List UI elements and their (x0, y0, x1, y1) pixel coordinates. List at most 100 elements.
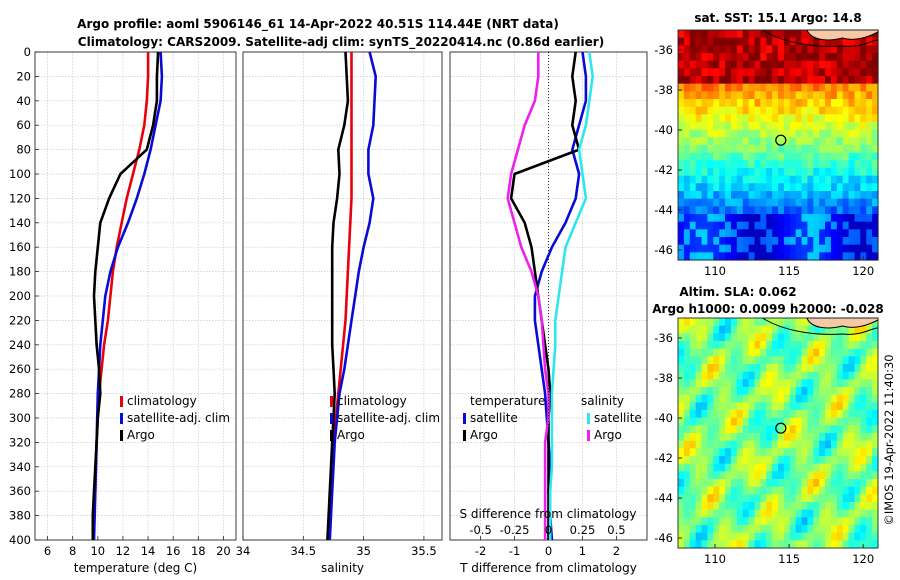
map-cell (736, 448, 744, 457)
map-cell (778, 206, 785, 215)
map-cell (778, 440, 785, 449)
map-cell (854, 333, 861, 342)
map-cell (795, 417, 803, 426)
map-cell (836, 417, 844, 426)
map-cell (836, 325, 844, 334)
map-cell (719, 191, 726, 200)
map-cell (748, 502, 756, 511)
x-tick-label: 20 (216, 544, 231, 558)
map-cell (848, 486, 856, 495)
map-cell (825, 494, 832, 503)
map-cell (848, 183, 856, 192)
map-cell (683, 463, 691, 472)
map-cell (719, 221, 726, 230)
map-cell (678, 509, 685, 518)
map-cell (801, 99, 809, 108)
map-cell (854, 456, 861, 465)
map-cell (754, 371, 761, 380)
map-cell (742, 137, 750, 146)
map-cell (719, 76, 726, 85)
map-cell (760, 325, 767, 334)
map-cell (772, 479, 779, 488)
map-cell (701, 341, 709, 350)
map-cell (795, 129, 803, 138)
map-cell (713, 456, 720, 465)
map-cell (848, 463, 856, 472)
map-cell (848, 252, 856, 261)
map-cell (689, 325, 697, 334)
map-cell (825, 348, 832, 357)
map-cell (801, 137, 809, 146)
map-cell (842, 145, 850, 154)
map-cell (695, 237, 703, 246)
map-cell (825, 168, 832, 177)
map-cell (789, 333, 797, 342)
map-cell (795, 325, 803, 334)
map-cell (866, 502, 873, 511)
map-cell (801, 479, 809, 488)
map-cell (866, 463, 873, 472)
map-cell (807, 168, 814, 177)
legend-label: satellite (470, 411, 518, 425)
map-cell (783, 448, 791, 457)
map-cell (754, 122, 761, 131)
map-cell (830, 122, 838, 131)
map-cell (825, 114, 832, 123)
map-cell (854, 402, 861, 411)
map-cell (689, 333, 697, 342)
map-cell (678, 237, 685, 246)
map-cell (725, 456, 732, 465)
map-cell (819, 402, 826, 411)
map-cell (742, 30, 750, 39)
map-cell (730, 502, 738, 511)
map-cell (866, 540, 873, 549)
map-cell (736, 425, 744, 434)
map-cell (819, 83, 826, 92)
map-cell (866, 379, 873, 388)
map-cell (866, 525, 873, 534)
map-cell (830, 229, 838, 238)
map-cell (807, 479, 814, 488)
map-cell (683, 168, 691, 177)
map-cell (736, 76, 744, 85)
x-tick-label: 16 (166, 544, 181, 558)
map-cell (813, 463, 820, 472)
map-cell (801, 387, 809, 396)
map-cell (701, 379, 709, 388)
map-cell (842, 252, 850, 261)
map-cell (730, 45, 738, 54)
y-tick-label: 320 (9, 435, 31, 449)
map-cell (725, 532, 732, 541)
map-cell (754, 402, 761, 411)
map-cell (848, 356, 856, 365)
map-cell (701, 502, 709, 511)
map-cell (742, 76, 750, 85)
map-cell (801, 318, 809, 327)
map-cell (701, 371, 709, 380)
map-cell (742, 402, 750, 411)
map-cell (725, 198, 732, 207)
map-cell (848, 502, 856, 511)
map-cell (860, 479, 867, 488)
map-cell (836, 448, 844, 457)
map-cell (860, 348, 867, 357)
map-cell (848, 152, 856, 161)
map-cell (707, 341, 714, 350)
x-tick-label: 1 (579, 544, 586, 558)
map-cell (866, 402, 873, 411)
map-cell (701, 417, 709, 426)
map-cell (866, 206, 873, 215)
map-cell (860, 122, 867, 131)
map-cell (742, 68, 750, 77)
map-cell (766, 76, 773, 85)
map-cell (754, 540, 761, 549)
map-cell (713, 440, 720, 449)
map-cell (689, 221, 697, 230)
map-cell (725, 129, 732, 138)
map-cell (754, 214, 761, 223)
map-cell (860, 160, 867, 169)
map-cell (772, 83, 779, 92)
map-cell (748, 137, 756, 146)
map-cell (872, 229, 879, 238)
map-cell (689, 206, 697, 215)
